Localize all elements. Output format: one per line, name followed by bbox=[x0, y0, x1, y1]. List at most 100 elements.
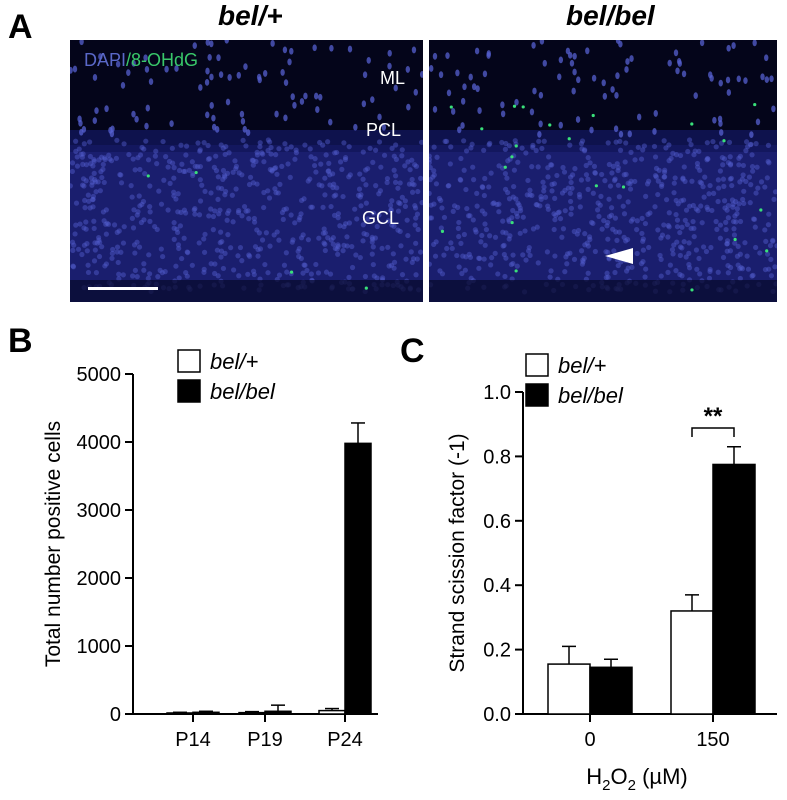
nucleus bbox=[638, 260, 645, 267]
nucleus bbox=[154, 161, 160, 167]
nucleus bbox=[309, 204, 315, 210]
nucleus bbox=[642, 274, 648, 280]
nucleus bbox=[704, 155, 711, 162]
nucleus bbox=[523, 150, 529, 156]
nucleus bbox=[79, 251, 85, 258]
nucleus bbox=[131, 59, 136, 67]
nucleus bbox=[577, 204, 583, 210]
nucleus bbox=[384, 175, 391, 182]
bar-bel-plus bbox=[318, 709, 346, 715]
nucleus bbox=[446, 89, 452, 97]
nucleus bbox=[210, 213, 216, 220]
nucleus bbox=[585, 243, 592, 249]
marker-dot bbox=[690, 288, 694, 292]
nucleus bbox=[463, 186, 469, 193]
nucleus bbox=[322, 230, 328, 236]
nucleus bbox=[597, 202, 603, 208]
nucleus bbox=[462, 83, 467, 91]
nucleus bbox=[679, 245, 685, 251]
nucleus bbox=[467, 213, 473, 219]
nucleus bbox=[615, 167, 621, 174]
nucleus bbox=[334, 185, 340, 191]
nucleus bbox=[510, 207, 516, 214]
nucleus bbox=[450, 208, 456, 214]
y-axis-label: Total number positive cells bbox=[42, 421, 65, 667]
nucleus bbox=[213, 168, 220, 174]
legend-swatch bbox=[525, 353, 549, 377]
nucleus bbox=[201, 249, 208, 255]
nucleus bbox=[387, 49, 392, 57]
nucleus bbox=[76, 146, 82, 152]
nucleus bbox=[719, 154, 725, 161]
nucleus bbox=[587, 236, 593, 243]
nucleus bbox=[410, 256, 417, 262]
nucleus bbox=[280, 69, 285, 76]
nucleus bbox=[322, 175, 328, 181]
nucleus bbox=[511, 167, 518, 173]
nucleus bbox=[192, 163, 198, 169]
nucleus bbox=[384, 179, 390, 186]
nucleus bbox=[402, 203, 408, 210]
nucleus bbox=[370, 159, 376, 165]
nucleus bbox=[699, 40, 705, 47]
nucleus bbox=[563, 254, 569, 260]
nucleus bbox=[502, 186, 509, 192]
nucleus bbox=[154, 226, 160, 233]
nucleus bbox=[267, 139, 273, 145]
nucleus bbox=[402, 198, 408, 204]
nucleus bbox=[529, 192, 535, 199]
nucleus bbox=[157, 267, 163, 273]
purkinje-layer-region bbox=[70, 130, 423, 152]
nucleus bbox=[353, 123, 358, 131]
nucleus bbox=[144, 122, 149, 130]
nucleus bbox=[681, 239, 687, 245]
nucleus bbox=[463, 148, 470, 154]
nucleus bbox=[393, 142, 399, 148]
nucleus bbox=[276, 146, 282, 152]
nucleus bbox=[411, 182, 417, 188]
nucleus bbox=[361, 100, 367, 108]
nucleus bbox=[581, 148, 588, 154]
nucleus bbox=[541, 184, 547, 190]
nucleus bbox=[216, 54, 221, 62]
nucleus bbox=[106, 152, 112, 158]
nucleus bbox=[432, 105, 438, 113]
nucleus bbox=[259, 150, 265, 156]
nucleus bbox=[538, 194, 544, 200]
nucleus bbox=[227, 74, 232, 81]
nucleus bbox=[639, 230, 645, 237]
bar-bel-plus bbox=[670, 610, 714, 715]
nucleus bbox=[208, 261, 214, 267]
nucleus bbox=[98, 154, 105, 160]
nucleus bbox=[364, 231, 370, 238]
nucleus bbox=[117, 172, 123, 178]
nucleus bbox=[171, 189, 177, 195]
nucleus bbox=[250, 157, 256, 164]
nucleus bbox=[753, 141, 759, 147]
nucleus bbox=[709, 207, 715, 214]
nucleus bbox=[230, 169, 236, 175]
nucleus bbox=[661, 138, 667, 144]
nucleus bbox=[686, 250, 692, 256]
nucleus bbox=[529, 164, 535, 170]
nucleus bbox=[92, 179, 99, 185]
nucleus bbox=[733, 219, 739, 225]
nucleus bbox=[599, 171, 605, 178]
nucleus bbox=[680, 175, 686, 181]
nucleus bbox=[169, 120, 174, 128]
nucleus bbox=[754, 164, 760, 170]
nucleus bbox=[389, 198, 395, 204]
nucleus bbox=[605, 249, 611, 255]
nucleus bbox=[736, 75, 741, 83]
nucleus bbox=[688, 225, 694, 232]
nucleus bbox=[290, 93, 295, 101]
nucleus bbox=[387, 62, 392, 70]
nucleus bbox=[557, 216, 564, 222]
nucleus bbox=[413, 163, 420, 169]
nucleus bbox=[731, 42, 736, 49]
nucleus bbox=[318, 161, 324, 167]
nucleus bbox=[695, 208, 701, 214]
nucleus bbox=[571, 256, 578, 262]
nucleus bbox=[503, 255, 509, 261]
nucleus bbox=[206, 155, 213, 162]
